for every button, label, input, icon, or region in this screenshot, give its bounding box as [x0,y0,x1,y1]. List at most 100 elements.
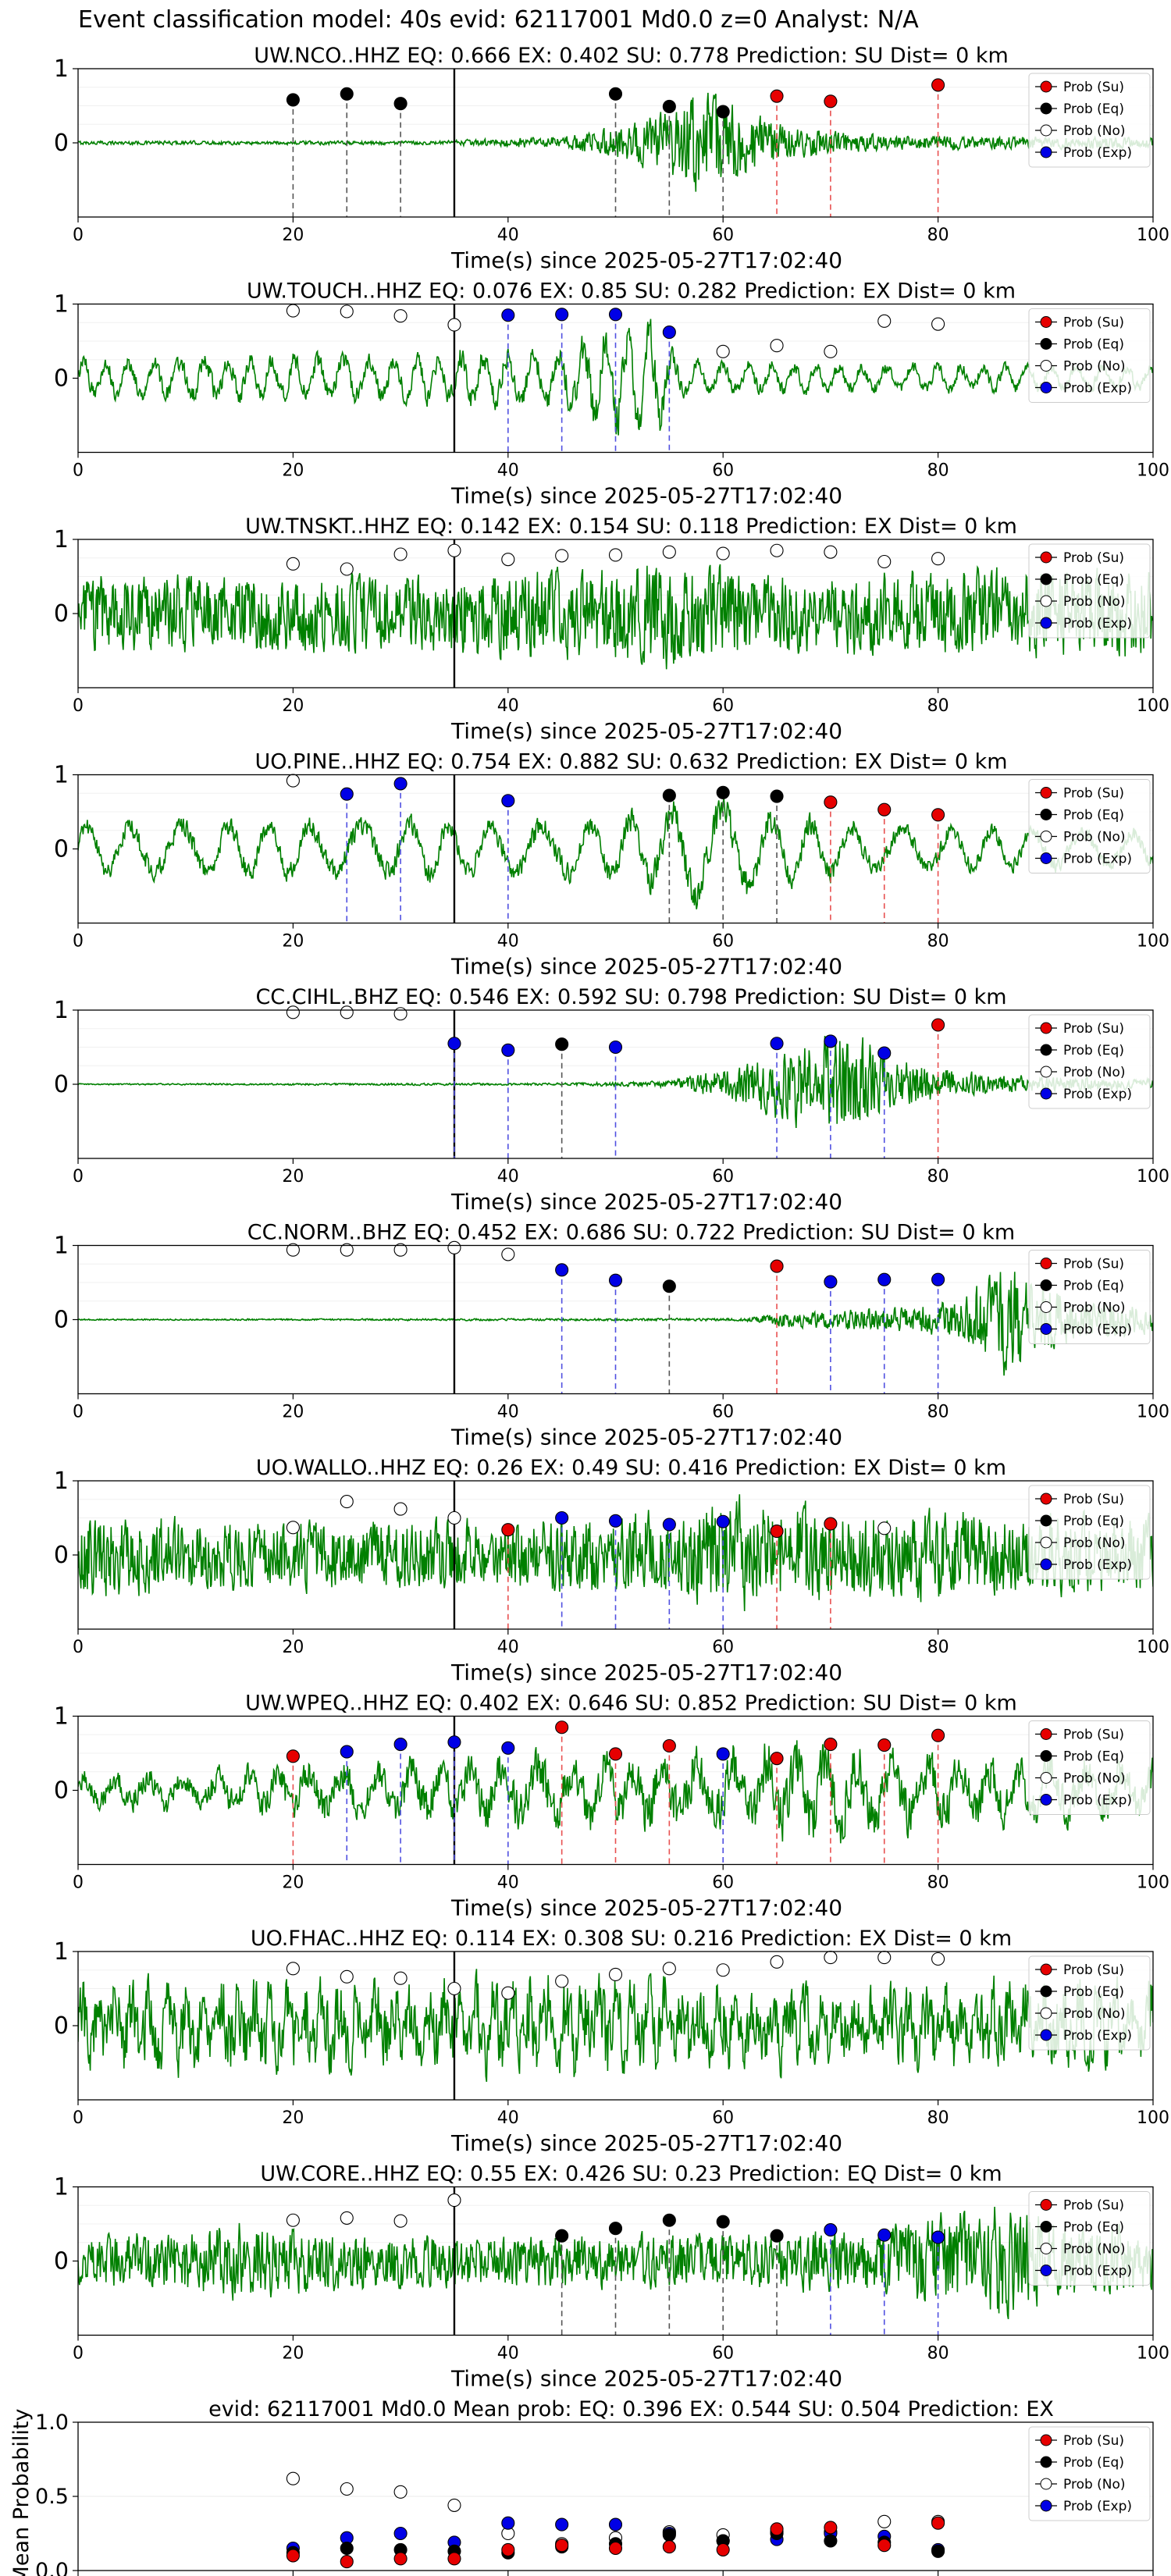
prob-point-exp [555,308,569,322]
subplot-7: UO.WALLO..HHZ EQ: 0.26 EX: 0.49 SU: 0.41… [54,1456,1169,1685]
prob-point-su [770,1752,784,1766]
x-tick-label: 0 [73,696,84,716]
legend-box [1028,73,1151,168]
prob-point-no [555,549,569,563]
prob-point-no [393,2214,408,2228]
legend-label-no: Prob (No) [1063,2006,1126,2022]
legend-label-eq: Prob (Eq) [1063,1514,1124,1529]
prob-point-su [931,78,945,92]
prob-point-no [393,1007,408,1021]
prob-point-no [824,344,838,358]
prob-point-no [608,1967,623,1981]
prob-point-su [931,1018,945,1032]
prob-point-exp [501,1741,515,1755]
x-tick-label: 0 [73,2344,84,2364]
prob-point-eq [555,1037,569,1051]
legend-marker-no [1040,124,1052,137]
subplot-title: UW.TOUCH..HHZ EQ: 0.076 EX: 0.85 SU: 0.2… [247,279,1016,304]
x-tick-label: 100 [1137,1167,1169,1187]
x-tick-label: 20 [282,1638,304,1657]
legend-marker-su [1040,1258,1052,1269]
legend-label-exp: Prob (Exp) [1063,1557,1132,1573]
legend-label-eq: Prob (Eq) [1063,2220,1124,2236]
prob-point-su [824,795,838,809]
prob-point-exp [447,1735,461,1749]
legend-box [1028,308,1151,403]
legend-label-exp: Prob (Exp) [1063,1793,1132,1809]
legend-marker-eq [1040,338,1052,350]
legend-marker-no [1040,1066,1052,1078]
x-tick-label: 60 [712,2344,734,2364]
x-tick-label: 40 [497,696,519,716]
prob-point-no [286,1005,300,1019]
mean-prob-point-su [286,2549,300,2563]
legend-marker-su [1040,1728,1052,1740]
legend-marker-exp [1040,852,1052,864]
prob-point-eq [716,105,730,119]
y-tick-label: 1 [54,762,69,789]
legend-box [1028,1485,1151,1580]
mean-prob-point-su [877,2539,892,2553]
legend-marker-su [1040,787,1052,799]
prob-point-no [286,2213,300,2227]
x-tick-label: 80 [927,2108,949,2128]
subplot-3: UW.TNSKT..HHZ EQ: 0.142 EX: 0.154 SU: 0.… [54,514,1169,744]
x-tick-label: 80 [927,1873,949,1893]
mean-prob-point-exp [501,2516,515,2530]
legend-box [1028,1720,1151,1815]
prob-point-eq [716,2215,730,2229]
legend-label-no: Prob (No) [1063,1065,1126,1080]
x-tick-label: 40 [497,1873,519,1893]
legend-marker-eq [1040,1044,1052,1056]
prob-point-exp [931,2230,945,2244]
prob-point-no [340,1243,354,1257]
prob-point-exp [716,1747,730,1761]
subplot-title: UW.TNSKT..HHZ EQ: 0.142 EX: 0.154 SU: 0.… [245,514,1017,539]
prob-point-no [340,1969,354,1984]
prob-point-su [931,1728,945,1742]
subplot-5: CC.CIHL..BHZ EQ: 0.546 EX: 0.592 SU: 0.7… [54,985,1169,1215]
legend-marker-no [1040,831,1052,842]
prob-point-exp [501,794,515,808]
prob-point-no [447,1240,461,1254]
prob-point-no [393,309,408,323]
x-tick-label: 40 [497,461,519,481]
prob-point-exp [877,1046,892,1060]
legend-marker-eq [1040,573,1052,585]
y-axis-label: Mean Probability [9,2409,34,2576]
prob-point-no [286,304,300,318]
prob-point-exp [501,1043,515,1057]
legend-label-su: Prob (Su) [1063,315,1124,331]
x-tick-label: 100 [1137,1873,1169,1893]
y-tick-label: 0.5 [35,2485,69,2509]
prob-point-su [286,1749,300,1763]
x-axis-label: Time(s) since 2025-05-27T17:02:40 [450,483,842,509]
prob-point-exp [501,308,515,322]
legend-label-eq: Prob (Eq) [1063,101,1124,117]
y-tick-label: 1.0 [35,2411,69,2435]
prob-point-no [931,317,945,331]
prob-point-eq [286,93,300,107]
axes-frame [77,303,1154,454]
prob-point-exp [824,2223,838,2237]
y-tick-label: 0 [54,2248,69,2275]
x-tick-label: 0 [73,932,84,952]
x-tick-label: 80 [927,696,949,716]
y-tick-label: 1 [54,997,69,1024]
x-tick-label: 100 [1137,932,1169,952]
x-tick-label: 60 [712,226,734,245]
legend-label-su: Prob (Su) [1063,786,1124,802]
y-tick-label: 0 [54,600,69,628]
prob-point-no [286,557,300,571]
x-tick-label: 0 [73,1403,84,1422]
subplot-9: UO.FHAC..HHZ EQ: 0.114 EX: 0.308 SU: 0.2… [54,1927,1169,2156]
legend-label-exp: Prob (Exp) [1063,2028,1132,2044]
mean-prob-point-eq [340,2541,354,2556]
legend-label-su: Prob (Su) [1063,1257,1124,1272]
prob-point-eq [340,87,354,101]
prob-point-no [286,1243,300,1257]
y-tick-label: 1 [54,2174,69,2201]
prob-point-exp [662,1517,676,1532]
mean-prob-point-no [393,2485,408,2499]
x-tick-label: 40 [497,2108,519,2128]
